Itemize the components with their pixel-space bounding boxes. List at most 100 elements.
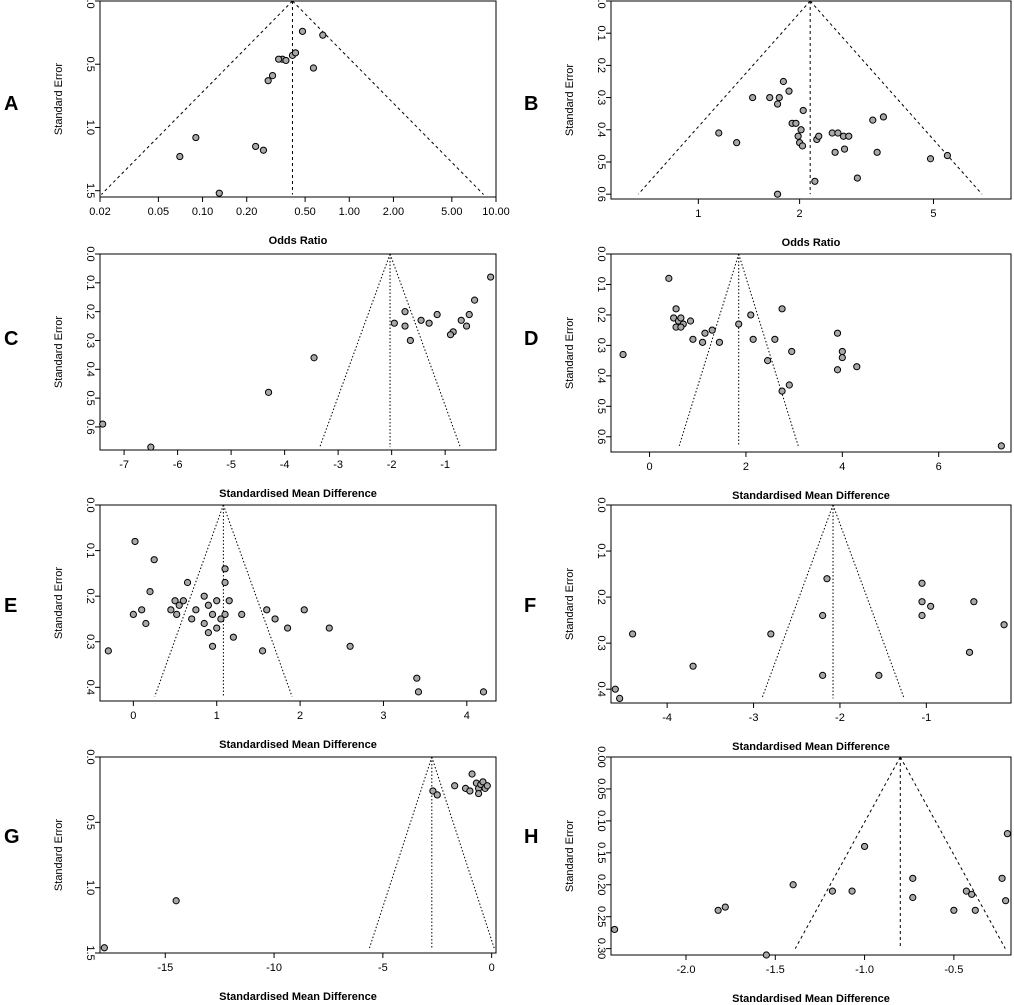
data-point <box>131 537 139 546</box>
funnel-left-line <box>637 0 811 195</box>
data-point <box>457 316 465 324</box>
data-point <box>773 100 782 108</box>
data-point <box>204 601 212 609</box>
data-point <box>1003 830 1012 838</box>
x-tick-label: -3 <box>749 712 759 724</box>
data-point <box>766 93 774 102</box>
data-point <box>833 366 842 374</box>
data-point <box>789 881 797 889</box>
x-tick-label: -2.0 <box>677 964 696 976</box>
data-point <box>200 592 208 600</box>
funnel-left-line <box>101 0 293 195</box>
y-tick-label: 0.0 <box>595 0 607 9</box>
x-tick-label: -2 <box>835 712 845 724</box>
data-point <box>869 116 877 124</box>
x-tick-label: 0.02 <box>89 206 110 218</box>
y-tick-label: 0.25 <box>595 906 607 927</box>
panel-letter: D <box>524 328 538 350</box>
y-tick-label: 0.3 <box>595 635 607 650</box>
x-tick-label: 1 <box>695 208 701 220</box>
x-tick-label: 0.10 <box>192 206 213 218</box>
data-point <box>819 611 827 620</box>
y-tick-label: 0.5 <box>84 390 96 405</box>
data-point <box>291 49 300 57</box>
x-tick-label: 1.00 <box>339 206 360 218</box>
panel-letter: F <box>524 595 536 617</box>
funnel-right-line <box>899 756 1006 949</box>
funnel-right-line <box>832 504 905 699</box>
x-tick-label: 5.00 <box>441 206 462 218</box>
y-tick-label: 0.15 <box>595 842 607 863</box>
x-axis-label: Odds Ratio <box>782 237 841 249</box>
data-point <box>468 770 476 778</box>
y-tick-label: 0.20 <box>595 874 607 895</box>
data-point <box>714 906 722 914</box>
plot-frame <box>610 756 1012 956</box>
data-point <box>689 662 697 670</box>
data-point <box>853 174 861 182</box>
data-point <box>147 443 155 451</box>
data-point <box>446 331 455 339</box>
data-point <box>406 336 414 345</box>
data-point <box>799 106 807 115</box>
data-point <box>735 320 743 328</box>
x-tick-label: 2 <box>797 208 803 220</box>
data-point <box>138 606 146 614</box>
x-tick-label: -1 <box>921 712 931 724</box>
y-axis-label: Standard Error <box>564 820 576 892</box>
data-point <box>479 688 488 696</box>
y-axis-label: Standard Error <box>53 316 65 388</box>
data-point <box>943 151 952 160</box>
data-point <box>715 338 724 346</box>
x-tick-label: 5 <box>930 208 936 220</box>
data-point <box>909 874 917 882</box>
data-point <box>918 611 926 620</box>
data-point <box>715 129 723 137</box>
data-point <box>672 305 680 313</box>
data-point <box>183 578 192 587</box>
y-tick-label: 0.6 <box>84 419 96 434</box>
y-axis-label: Standard Error <box>564 64 576 136</box>
plot-frame <box>99 504 497 702</box>
data-point <box>918 598 926 606</box>
data-point <box>879 113 888 121</box>
data-point <box>346 642 354 650</box>
data-point <box>733 139 741 147</box>
data-point <box>1000 621 1008 629</box>
data-point <box>962 887 970 895</box>
data-point <box>433 791 441 799</box>
data-point <box>200 619 208 628</box>
data-point <box>167 606 175 614</box>
y-tick-label: 0.30 <box>595 938 607 959</box>
data-point <box>815 132 823 140</box>
data-point <box>677 314 685 322</box>
data-point <box>413 674 421 682</box>
data-point <box>479 778 487 786</box>
y-tick-label: 0.6 <box>595 429 607 444</box>
data-point <box>926 155 935 163</box>
y-tick-label: 0.2 <box>595 58 607 73</box>
data-point <box>470 296 479 304</box>
panel-H: H -2.0 -1.5 -1.0 -0.5 0.00 0.05 0.10 0.15 0.20 0.2… <box>524 746 1012 1005</box>
data-point <box>764 357 772 365</box>
x-tick-label: -5 <box>378 962 388 974</box>
data-point <box>875 671 883 679</box>
data-point <box>771 335 779 343</box>
data-point <box>749 335 757 343</box>
panel-letter: B <box>524 93 538 115</box>
data-point <box>828 887 837 895</box>
y-tick-label: 0.1 <box>84 543 96 558</box>
data-point <box>221 565 229 573</box>
data-point <box>797 126 805 134</box>
x-tick-label: -5 <box>226 459 236 471</box>
data-point <box>833 329 842 337</box>
data-point <box>483 782 491 790</box>
funnel-left-line <box>368 756 433 950</box>
y-tick-label: 0.6 <box>595 187 607 202</box>
panel-B: B 1 2 5 0.0 0.1 0.2 0.3 0.4 0.5 0.6 Odds Ratio Stand… <box>524 0 1012 249</box>
funnel-right-line <box>431 756 495 950</box>
data-point <box>689 335 697 343</box>
x-tick-label: 10.00 <box>482 206 510 218</box>
data-point <box>778 387 786 395</box>
plot-frame <box>610 253 1012 453</box>
